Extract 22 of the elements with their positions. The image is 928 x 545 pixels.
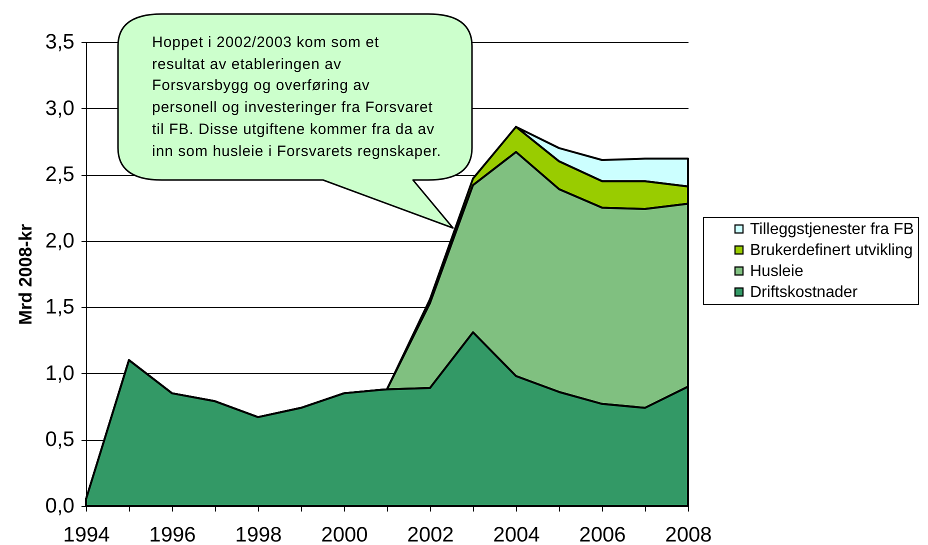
x-tick-label: 2006 (579, 524, 626, 545)
x-tick-label: 1996 (149, 524, 196, 545)
x-tick-label: 2008 (665, 524, 712, 545)
y-tick-label: 0,5 (45, 428, 74, 452)
legend-label: Tilleggstjenester fra FB (750, 221, 914, 238)
x-tick-label: 1998 (235, 524, 282, 545)
y-tick-label: 1,0 (45, 362, 74, 385)
x-tick-label: 2002 (407, 524, 454, 545)
y-tick-label: 3,5 (45, 30, 74, 54)
y-tick-label: 1,5 (45, 296, 74, 319)
y-tick-label: 2,0 (45, 229, 74, 252)
legend-label: Driftskostnader (750, 284, 858, 301)
legend-label: Husleie (750, 263, 804, 280)
x-tick-label: 2000 (321, 524, 368, 545)
y-tick-label: 3,0 (45, 96, 74, 120)
y-tick-label: 2,5 (45, 163, 74, 186)
x-tick-label: 2004 (493, 524, 540, 545)
y-tick-label: 0,0 (45, 494, 74, 518)
x-tick-label: 1994 (63, 524, 110, 545)
y-axis-title: Mrd 2008-kr (15, 224, 36, 326)
annotation: Hoppet i 2002/2003 kom som et resultat av etableringen av Forsvarsbygg og overføring av personell og investeringer fra Forsvaret til FB. Disse utgiftene kommer fra da av inn som husleie i Forsvarets regnskaper. (152, 33, 442, 162)
legend-label: Brukerdefinert utvikling (750, 242, 913, 259)
